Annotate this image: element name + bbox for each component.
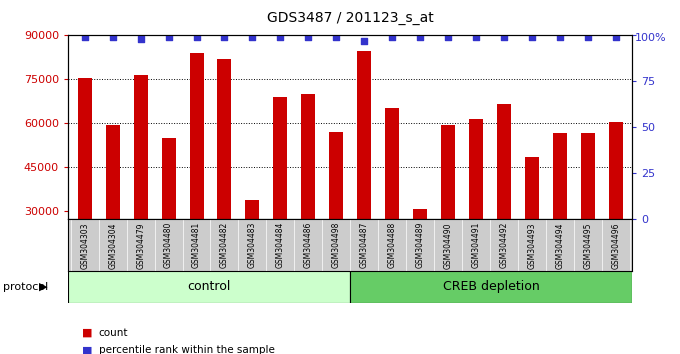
Text: GSM304496: GSM304496 xyxy=(611,222,620,269)
Text: GSM304483: GSM304483 xyxy=(248,222,257,268)
Bar xyxy=(301,94,316,298)
Text: ■: ■ xyxy=(82,328,92,338)
Bar xyxy=(273,97,288,298)
Text: GSM304489: GSM304489 xyxy=(415,222,424,268)
Bar xyxy=(385,108,399,298)
Bar xyxy=(581,133,595,298)
Bar xyxy=(218,59,231,298)
Text: GSM304303: GSM304303 xyxy=(80,222,89,269)
Point xyxy=(191,34,202,40)
Text: GSM304487: GSM304487 xyxy=(360,222,369,268)
Point xyxy=(610,34,621,40)
Text: GSM304481: GSM304481 xyxy=(192,222,201,268)
Bar xyxy=(105,125,120,298)
Text: percentile rank within the sample: percentile rank within the sample xyxy=(99,346,275,354)
Point xyxy=(582,34,593,40)
Text: GDS3487 / 201123_s_at: GDS3487 / 201123_s_at xyxy=(267,11,434,25)
Bar xyxy=(553,133,566,298)
Bar xyxy=(245,200,259,298)
Point xyxy=(330,34,341,40)
Point xyxy=(163,34,174,40)
Bar xyxy=(609,121,623,298)
Bar xyxy=(329,132,343,298)
Point xyxy=(387,34,398,40)
FancyBboxPatch shape xyxy=(68,271,350,303)
Point xyxy=(135,36,146,42)
Bar xyxy=(134,75,148,298)
Text: GSM304494: GSM304494 xyxy=(556,222,564,269)
Bar xyxy=(78,78,92,298)
Point xyxy=(247,34,258,40)
Text: GSM304479: GSM304479 xyxy=(136,222,145,269)
Text: GSM304495: GSM304495 xyxy=(583,222,592,269)
Point xyxy=(554,34,565,40)
Text: GSM304498: GSM304498 xyxy=(332,222,341,268)
Text: GSM304484: GSM304484 xyxy=(276,222,285,268)
Text: GSM304488: GSM304488 xyxy=(388,222,396,268)
Text: GSM304492: GSM304492 xyxy=(499,222,509,268)
Point xyxy=(359,38,370,44)
Point xyxy=(219,34,230,40)
Bar xyxy=(469,119,483,298)
Text: CREB depletion: CREB depletion xyxy=(443,280,540,293)
Bar xyxy=(441,125,455,298)
Text: GSM304493: GSM304493 xyxy=(527,222,537,269)
Text: protocol: protocol xyxy=(3,282,49,292)
Bar xyxy=(413,209,427,298)
Text: ■: ■ xyxy=(82,346,92,354)
Text: GSM304491: GSM304491 xyxy=(471,222,481,268)
Bar xyxy=(525,157,539,298)
Point xyxy=(275,34,286,40)
FancyBboxPatch shape xyxy=(350,271,632,303)
Bar xyxy=(357,51,371,298)
Point xyxy=(471,34,481,40)
Text: count: count xyxy=(99,328,128,338)
Text: GSM304480: GSM304480 xyxy=(164,222,173,268)
Bar xyxy=(162,138,175,298)
Point xyxy=(526,34,537,40)
Bar xyxy=(190,53,203,298)
Point xyxy=(80,34,90,40)
Point xyxy=(303,34,313,40)
Point xyxy=(498,34,509,40)
Text: 100%: 100% xyxy=(635,33,667,42)
Text: GSM304490: GSM304490 xyxy=(443,222,452,269)
Text: GSM304486: GSM304486 xyxy=(304,222,313,268)
Text: ▶: ▶ xyxy=(39,282,48,292)
Text: GSM304304: GSM304304 xyxy=(108,222,117,269)
Text: control: control xyxy=(188,280,231,293)
Point xyxy=(107,34,118,40)
Bar xyxy=(497,104,511,298)
Point xyxy=(443,34,454,40)
Point xyxy=(415,34,426,40)
Text: GSM304482: GSM304482 xyxy=(220,222,229,268)
